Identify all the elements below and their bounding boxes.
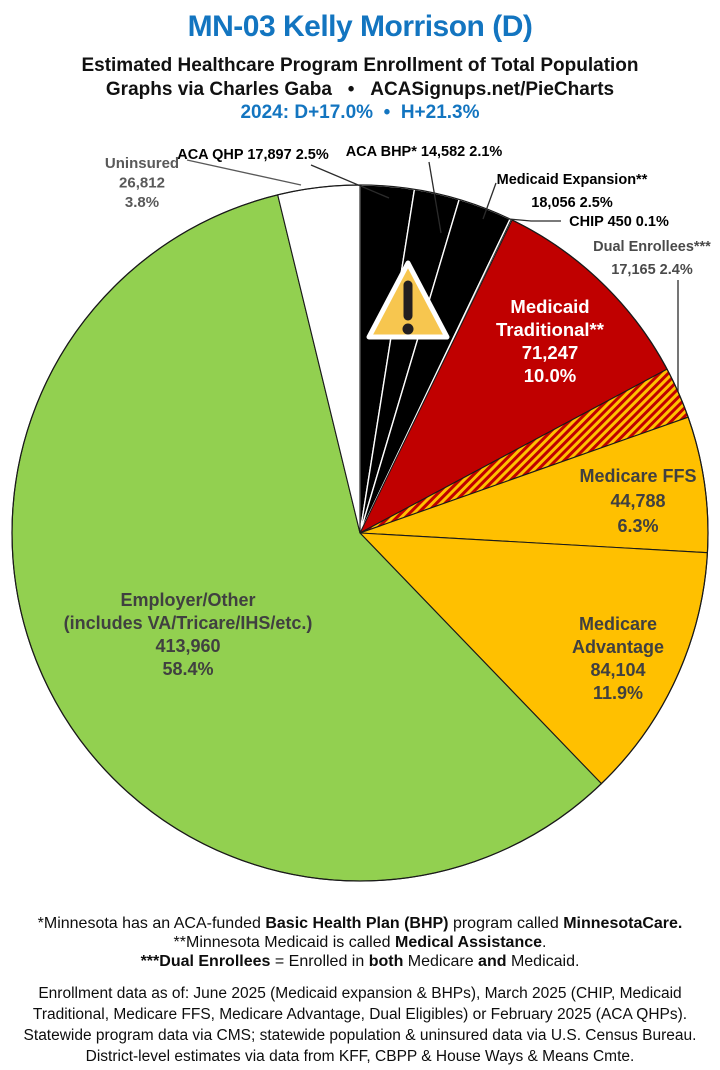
slice-label-employer-other: 413,960 — [155, 636, 220, 656]
footnote-line: *Minnesota has an ACA-funded Basic Healt… — [37, 915, 683, 932]
slice-label-employer-other: (includes VA/Tricare/IHS/etc.) — [64, 613, 313, 633]
slice-label-medicare-advantage: 84,104 — [590, 660, 645, 680]
slice-label-medicaid-expansion: 18,056 2.5% — [531, 195, 613, 211]
leader-chip — [508, 218, 561, 222]
slice-label-medicare-ffs: 6.3% — [617, 516, 658, 536]
leader-medicaid-expansion — [482, 182, 497, 220]
source-line: Traditional, Medicare FFS, Medicare Adva… — [32, 1006, 688, 1023]
leader-aca-bhp — [428, 161, 442, 234]
slice-label-aca-bhp: ACA BHP* 14,582 2.1% — [346, 144, 503, 160]
slice-label-medicare-ffs: Medicare FFS — [579, 466, 696, 486]
slice-label-medicaid-traditional: 10.0% — [524, 365, 576, 386]
slice-label-employer-other: Employer/Other — [120, 590, 255, 610]
footnotes: *Minnesota has an ACA-funded Basic Healt… — [0, 914, 720, 971]
slice-label-employer-other: 58.4% — [162, 659, 213, 679]
slice-label-medicare-advantage: Medicare — [579, 614, 657, 634]
slice-label-medicare-ffs: 44,788 — [610, 491, 665, 511]
subtitle-credit: Graphs via Charles Gaba • ACASignups.net… — [105, 79, 615, 100]
footnote-line: ***Dual Enrollees = Enrolled in both Med… — [140, 953, 580, 970]
subtitle-enrollment: Estimated Healthcare Program Enrollment … — [81, 55, 639, 76]
subtitle-partisan-lean: 2024: D+17.0% • H+21.3% — [240, 102, 480, 123]
slice-label-medicaid-traditional: Traditional** — [496, 319, 605, 340]
slice-label-medicare-advantage: Advantage — [572, 637, 664, 657]
leader-aca-qhp — [310, 164, 390, 199]
slice-label-medicare-advantage: 11.9% — [593, 683, 643, 703]
slice-label-chip: CHIP 450 0.1% — [569, 214, 669, 230]
data-sources: Enrollment data as of: June 2025 (Medica… — [0, 983, 720, 1067]
slice-label-dual-enrollees: 17,165 2.4% — [611, 262, 693, 278]
slice-label-medicaid-expansion: Medicaid Expansion** — [497, 172, 648, 188]
source-line: Enrollment data as of: June 2025 (Medica… — [38, 985, 682, 1002]
source-line: District-level estimates via data from K… — [85, 1048, 635, 1065]
slice-label-medicaid-traditional: 71,247 — [522, 342, 579, 363]
slice-label-uninsured: 26,812 — [119, 175, 165, 192]
slice-label-dual-enrollees: Dual Enrollees*** — [593, 239, 711, 255]
footnote-line: **Minnesota Medicaid is called Medical A… — [173, 934, 547, 951]
warning-icon — [366, 260, 450, 340]
page-title: MN-03 Kelly Morrison (D) — [187, 10, 533, 43]
slice-label-medicaid-traditional: Medicaid — [510, 296, 589, 317]
source-line: Statewide program data via CMS; statewid… — [23, 1027, 697, 1044]
slice-label-uninsured: 3.8% — [125, 194, 159, 211]
slice-label-aca-qhp: ACA QHP 17,897 2.5% — [177, 147, 329, 163]
leader-uninsured — [186, 159, 302, 186]
pie-rim — [11, 184, 709, 882]
slice-label-uninsured: Uninsured — [105, 155, 179, 172]
